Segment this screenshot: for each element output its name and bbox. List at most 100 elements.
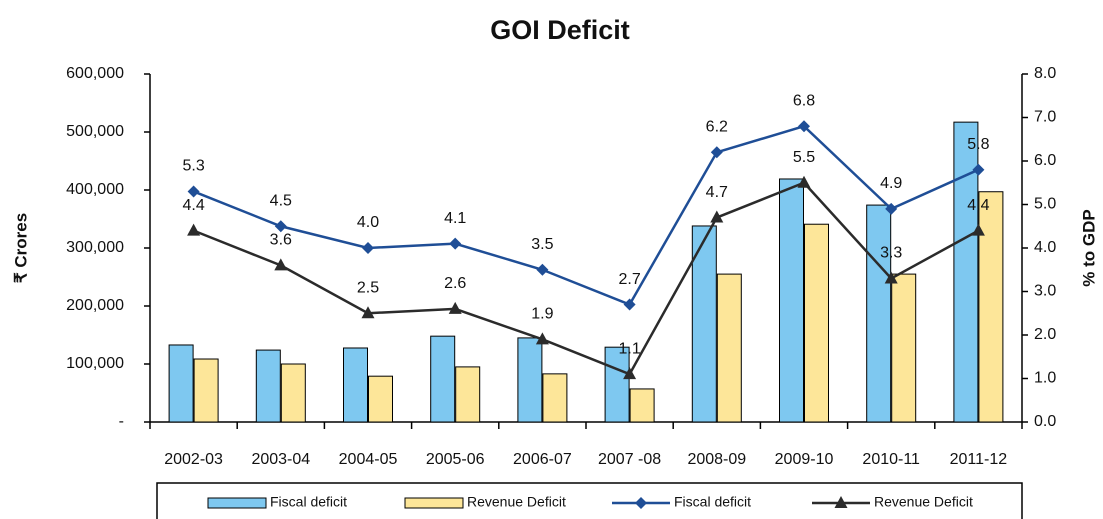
y2-tick-label: 8.0 bbox=[1034, 65, 1056, 82]
line-marker bbox=[536, 263, 549, 276]
bar bbox=[280, 363, 306, 423]
y2-tick-label: 2.0 bbox=[1034, 326, 1056, 343]
data-label: 6.2 bbox=[706, 119, 728, 136]
x-tick-label: 2009-10 bbox=[775, 451, 834, 468]
line-marker bbox=[274, 220, 287, 233]
data-label: 3.6 bbox=[270, 232, 292, 249]
bar bbox=[866, 204, 892, 423]
line-marker bbox=[362, 242, 374, 254]
y-tick-label: - bbox=[119, 413, 124, 430]
line-marker bbox=[884, 271, 898, 284]
data-label: 1.1 bbox=[618, 340, 640, 357]
data-label: 4.9 bbox=[880, 175, 902, 192]
data-label: 1.9 bbox=[531, 306, 553, 323]
y2-tick-label: 0.0 bbox=[1034, 413, 1056, 430]
bar bbox=[430, 335, 456, 423]
chart-title: GOI Deficit bbox=[490, 15, 630, 45]
bar bbox=[604, 346, 630, 423]
bar bbox=[891, 273, 917, 423]
legend-label: Fiscal deficit bbox=[674, 494, 751, 510]
bar bbox=[255, 349, 281, 423]
bar bbox=[978, 191, 1004, 423]
bar bbox=[629, 388, 655, 423]
y-tick-label: 100,000 bbox=[66, 355, 124, 372]
legend-marker bbox=[635, 497, 647, 509]
line-marker bbox=[972, 163, 985, 176]
data-label: 2.7 bbox=[618, 271, 640, 288]
y2-axis-title: % to GDP bbox=[1079, 209, 1098, 286]
data-label: 2.6 bbox=[444, 275, 466, 292]
line-marker bbox=[274, 258, 288, 271]
y2-tick-label: 4.0 bbox=[1034, 239, 1056, 256]
bar bbox=[193, 358, 219, 423]
bar bbox=[804, 223, 829, 423]
data-label: 4.4 bbox=[182, 197, 204, 214]
line-marker bbox=[535, 332, 549, 345]
x-tick-label: 2002-03 bbox=[164, 451, 223, 468]
legend-box bbox=[156, 482, 1023, 519]
data-label: 4.4 bbox=[967, 197, 989, 214]
data-label: 5.5 bbox=[793, 149, 815, 166]
y2-tick-label: 3.0 bbox=[1034, 283, 1056, 300]
bar bbox=[953, 121, 979, 423]
line-marker bbox=[971, 223, 985, 236]
line bbox=[193, 124, 979, 307]
line-marker bbox=[710, 210, 724, 223]
bar bbox=[517, 337, 543, 423]
data-label: 5.3 bbox=[182, 158, 204, 175]
x-tick-label: 2008-09 bbox=[687, 451, 746, 468]
bar bbox=[343, 347, 368, 423]
y-tick-label: 600,000 bbox=[66, 65, 124, 82]
y-tick-label: 200,000 bbox=[66, 297, 124, 314]
bar bbox=[455, 366, 481, 423]
x-tick-label: 2010-11 bbox=[862, 451, 920, 468]
legend-swatch bbox=[404, 497, 464, 509]
line-marker bbox=[710, 146, 723, 159]
bar bbox=[368, 375, 393, 423]
line-marker bbox=[448, 301, 462, 314]
data-label: 2.5 bbox=[357, 279, 379, 296]
data-label: 3.5 bbox=[531, 236, 553, 253]
x-tick-label: 2005-06 bbox=[426, 451, 485, 468]
y-tick-label: 300,000 bbox=[66, 239, 124, 256]
y-tick-label: 500,000 bbox=[66, 123, 124, 140]
x-tick-label: 2003-04 bbox=[251, 451, 310, 468]
data-label: 4.7 bbox=[706, 184, 728, 201]
data-label: 4.5 bbox=[270, 192, 292, 209]
bar bbox=[779, 178, 804, 423]
data-label: 6.8 bbox=[793, 92, 815, 109]
line-marker bbox=[623, 298, 636, 311]
line-marker bbox=[187, 223, 201, 236]
line-marker bbox=[623, 367, 637, 380]
y2-tick-label: 1.0 bbox=[1034, 370, 1056, 387]
bar bbox=[542, 373, 568, 423]
data-label: 3.3 bbox=[880, 245, 902, 262]
x-tick-label: 2006-07 bbox=[513, 451, 572, 468]
y2-tick-label: 6.0 bbox=[1034, 152, 1056, 169]
y2-tick-label: 7.0 bbox=[1034, 109, 1056, 126]
line-marker bbox=[187, 185, 200, 198]
legend-label: Revenue Deficit bbox=[874, 494, 973, 510]
line bbox=[193, 181, 980, 376]
legend-swatch bbox=[207, 497, 267, 509]
x-tick-label: 2007 -08 bbox=[598, 451, 661, 468]
line-marker bbox=[797, 175, 811, 188]
y-axis-title: ₹ Crores bbox=[11, 213, 30, 283]
data-label: 4.1 bbox=[444, 210, 466, 227]
bar bbox=[691, 225, 717, 423]
x-tick-label: 2011-12 bbox=[950, 451, 1008, 468]
legend-label: Fiscal deficit bbox=[270, 494, 347, 510]
legend-marker bbox=[834, 496, 848, 508]
y2-tick-label: 5.0 bbox=[1034, 196, 1056, 213]
line-marker bbox=[361, 306, 375, 319]
data-label: 4.0 bbox=[357, 214, 379, 231]
data-label: 5.8 bbox=[967, 136, 989, 153]
legend-label: Revenue Deficit bbox=[467, 494, 566, 510]
line-marker bbox=[885, 202, 898, 215]
bar bbox=[168, 344, 194, 423]
y-tick-label: 400,000 bbox=[66, 181, 124, 198]
bar bbox=[716, 273, 742, 423]
x-tick-label: 2004-05 bbox=[339, 451, 398, 468]
line-marker bbox=[798, 120, 810, 133]
